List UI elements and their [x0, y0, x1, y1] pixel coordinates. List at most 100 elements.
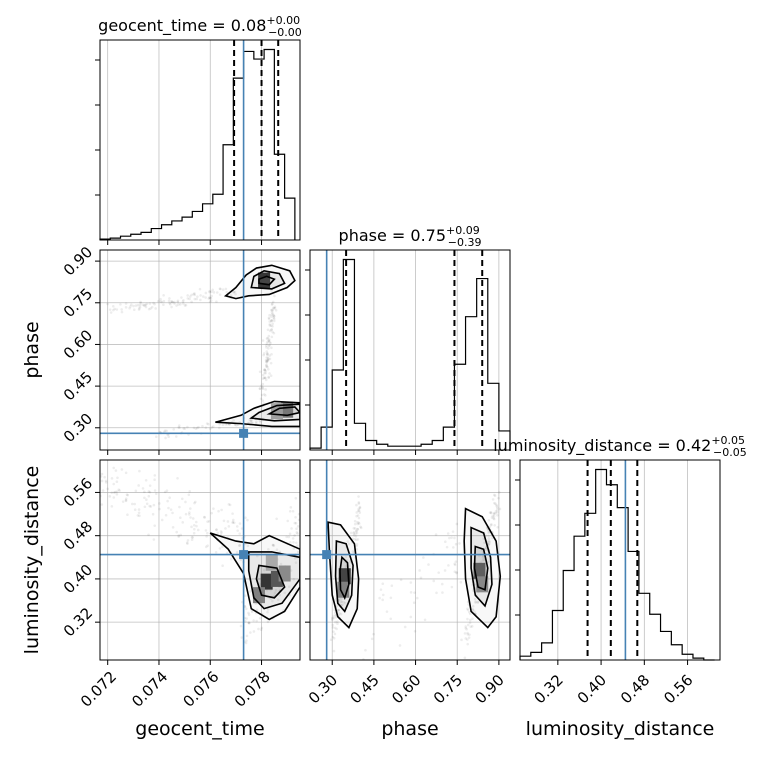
sample-point — [460, 638, 463, 642]
tick-label-phase: 0.90 — [472, 671, 508, 707]
sample-point — [208, 289, 211, 293]
sample-point — [483, 541, 486, 545]
sample-point — [164, 436, 167, 440]
sample-point — [452, 546, 455, 549]
sample-point — [468, 612, 472, 616]
sample-point — [221, 564, 224, 568]
sample-point — [266, 352, 269, 356]
sample-point — [344, 564, 348, 568]
sample-point — [270, 319, 273, 322]
sample-point — [153, 474, 157, 477]
sample-point — [143, 490, 146, 494]
contour-inner — [255, 564, 286, 599]
sample-point — [344, 555, 348, 559]
sample-point — [204, 529, 208, 532]
sample-point — [197, 425, 200, 429]
sample-point — [259, 384, 263, 388]
sample-point — [294, 521, 298, 525]
sample-point — [352, 534, 356, 537]
sample-point — [208, 296, 211, 299]
sample-point — [466, 623, 470, 627]
sample-point — [356, 509, 360, 512]
sample-point — [288, 510, 292, 513]
sample-point — [272, 317, 276, 321]
sample-point — [239, 558, 243, 562]
sample-point — [359, 525, 362, 529]
sample-point — [375, 673, 378, 676]
sample-point — [271, 302, 274, 306]
sample-point — [331, 626, 335, 629]
sample-point — [261, 339, 265, 342]
sample-point — [422, 556, 425, 559]
sample-point — [353, 519, 357, 523]
sample-point — [169, 508, 173, 511]
sample-point — [124, 471, 128, 475]
sample-point — [453, 563, 457, 567]
sample-point — [269, 361, 273, 365]
sample-point — [201, 424, 204, 428]
sample-point — [255, 619, 258, 623]
sample-point — [266, 359, 270, 362]
sample-point — [126, 493, 130, 497]
sample-point — [188, 297, 191, 301]
sample-point — [332, 616, 336, 620]
sample-point — [210, 294, 213, 298]
sample-point — [266, 353, 269, 357]
sample-point — [263, 376, 267, 380]
sample-point — [218, 426, 221, 430]
sample-point — [199, 298, 202, 302]
sample-point — [247, 611, 250, 615]
contours-luminosity_distance_vs_geocent_time — [209, 532, 300, 621]
sample-point — [143, 303, 146, 307]
sample-point — [413, 629, 417, 633]
sample-point — [346, 540, 350, 543]
sample-point — [136, 303, 140, 307]
sample-point — [189, 507, 192, 510]
sample-point — [247, 621, 251, 625]
sample-point — [179, 516, 182, 519]
sample-point — [409, 615, 413, 619]
sample-point — [188, 295, 192, 298]
sample-point — [440, 582, 444, 586]
sample-point — [210, 511, 213, 515]
panel-title-luminosity_distance: luminosity_distance = 0.42+0.05 −0.05 — [493, 434, 747, 459]
sample-point — [488, 511, 492, 514]
sample-point — [262, 352, 266, 355]
sample-point — [246, 518, 249, 522]
sample-point — [162, 299, 166, 303]
sample-point — [492, 517, 495, 520]
sample-point — [265, 350, 269, 353]
sample-point — [210, 426, 214, 429]
sample-point — [273, 294, 276, 298]
sample-point — [143, 496, 146, 500]
sample-point — [466, 638, 469, 641]
sample-point — [191, 517, 195, 520]
sample-point — [121, 500, 125, 503]
sample-point — [120, 468, 124, 471]
sample-point — [448, 536, 451, 540]
sample-point — [245, 607, 248, 611]
contours-phase_vs_geocent_time — [215, 264, 300, 428]
sample-point — [494, 511, 497, 515]
sample-point — [262, 376, 266, 380]
title-plus: +0.00 — [266, 14, 300, 27]
sample-point — [250, 610, 254, 614]
sample-point — [495, 503, 498, 507]
sample-point — [413, 591, 416, 594]
sample-point — [258, 387, 262, 390]
sample-point — [490, 516, 494, 519]
sample-point — [465, 627, 468, 631]
sample-point — [163, 429, 167, 432]
sample-point — [270, 328, 274, 331]
sample-point — [446, 532, 450, 535]
sample-point — [267, 376, 271, 380]
panel-frame-phase-vs-phase — [309, 249, 511, 451]
sample-point — [258, 617, 262, 620]
sample-point — [355, 531, 359, 535]
sample-point — [204, 291, 208, 295]
sample-point — [180, 497, 184, 501]
axis-label-geocent_time: geocent_time — [135, 718, 264, 740]
sample-point — [272, 319, 276, 323]
sample-point — [278, 593, 282, 597]
sample-point — [124, 497, 128, 500]
